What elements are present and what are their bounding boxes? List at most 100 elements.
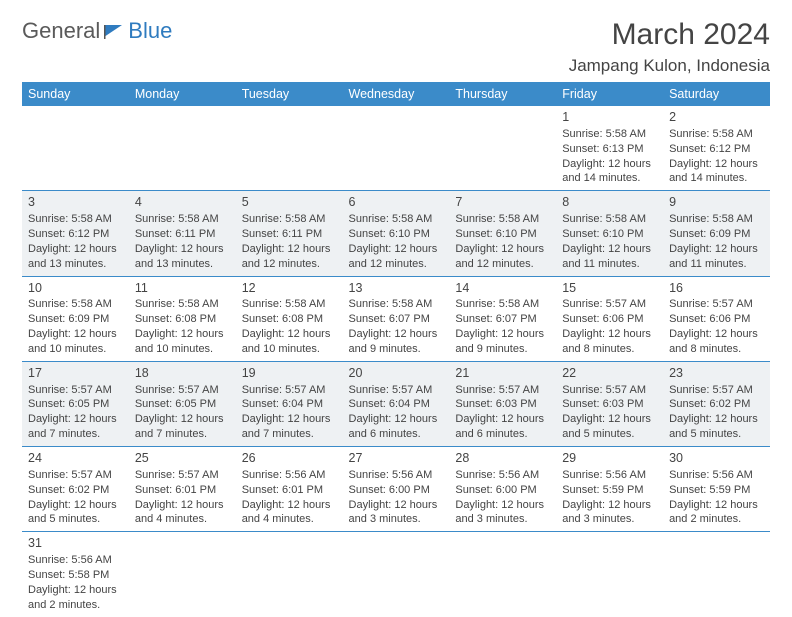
day-detail: Daylight: 12 hours [669,327,764,342]
day-number: 24 [28,450,123,467]
day-number: 12 [242,280,337,297]
day-detail: Sunset: 6:07 PM [349,312,444,327]
day-number: 19 [242,365,337,382]
day-detail: and 9 minutes. [455,342,550,357]
day-detail: Sunrise: 5:58 AM [455,297,550,312]
day-detail: and 2 minutes. [669,512,764,527]
day-detail: Daylight: 12 hours [242,412,337,427]
day-detail: Sunrise: 5:58 AM [242,297,337,312]
calendar-cell: 4Sunrise: 5:58 AMSunset: 6:11 PMDaylight… [129,191,236,276]
calendar-cell: 14Sunrise: 5:58 AMSunset: 6:07 PMDayligh… [449,276,556,361]
day-detail: Sunset: 6:06 PM [669,312,764,327]
calendar-cell [129,106,236,191]
day-number: 9 [669,194,764,211]
day-detail: Sunrise: 5:57 AM [135,468,230,483]
day-detail: Sunrise: 5:57 AM [669,383,764,398]
day-detail: Sunset: 5:58 PM [28,568,123,583]
day-number: 8 [562,194,657,211]
day-detail: Sunset: 6:05 PM [28,397,123,412]
day-detail: Daylight: 12 hours [455,412,550,427]
day-detail: Sunset: 6:11 PM [242,227,337,242]
day-detail: Sunset: 6:04 PM [242,397,337,412]
day-number: 21 [455,365,550,382]
day-detail: and 7 minutes. [242,427,337,442]
day-detail: and 3 minutes. [455,512,550,527]
day-detail: Daylight: 12 hours [562,242,657,257]
dayname: Thursday [449,82,556,106]
day-detail: Daylight: 12 hours [28,412,123,427]
calendar-cell: 20Sunrise: 5:57 AMSunset: 6:04 PMDayligh… [343,361,450,446]
day-detail: Daylight: 12 hours [135,327,230,342]
calendar-cell [556,532,663,617]
day-detail: Daylight: 12 hours [669,242,764,257]
day-detail: Sunset: 6:12 PM [669,142,764,157]
day-detail: and 8 minutes. [562,342,657,357]
day-detail: Sunrise: 5:57 AM [242,383,337,398]
day-detail: Daylight: 12 hours [242,242,337,257]
calendar-cell: 12Sunrise: 5:58 AMSunset: 6:08 PMDayligh… [236,276,343,361]
day-detail: Sunset: 6:02 PM [28,483,123,498]
logo-text-general: General [22,18,100,44]
day-detail: and 4 minutes. [242,512,337,527]
calendar-cell: 18Sunrise: 5:57 AMSunset: 6:05 PMDayligh… [129,361,236,446]
calendar-cell: 7Sunrise: 5:58 AMSunset: 6:10 PMDaylight… [449,191,556,276]
calendar-cell: 10Sunrise: 5:58 AMSunset: 6:09 PMDayligh… [22,276,129,361]
day-detail: Sunrise: 5:57 AM [562,383,657,398]
calendar-cell: 24Sunrise: 5:57 AMSunset: 6:02 PMDayligh… [22,447,129,532]
dayname: Monday [129,82,236,106]
day-detail: Daylight: 12 hours [135,412,230,427]
day-detail: Sunrise: 5:56 AM [562,468,657,483]
day-detail: and 11 minutes. [669,257,764,272]
day-detail: Sunset: 6:11 PM [135,227,230,242]
day-detail: and 5 minutes. [562,427,657,442]
day-detail: and 2 minutes. [28,598,123,613]
day-number: 7 [455,194,550,211]
day-detail: Sunset: 6:08 PM [135,312,230,327]
day-detail: and 9 minutes. [349,342,444,357]
day-detail: and 10 minutes. [242,342,337,357]
calendar-cell: 19Sunrise: 5:57 AMSunset: 6:04 PMDayligh… [236,361,343,446]
day-detail: Sunrise: 5:56 AM [349,468,444,483]
day-detail: Sunset: 6:10 PM [455,227,550,242]
calendar-cell: 16Sunrise: 5:57 AMSunset: 6:06 PMDayligh… [663,276,770,361]
calendar-cell: 17Sunrise: 5:57 AMSunset: 6:05 PMDayligh… [22,361,129,446]
calendar-cell: 23Sunrise: 5:57 AMSunset: 6:02 PMDayligh… [663,361,770,446]
title-block: March 2024 Jampang Kulon, Indonesia [569,18,770,76]
day-detail: Sunset: 6:04 PM [349,397,444,412]
calendar-cell: 11Sunrise: 5:58 AMSunset: 6:08 PMDayligh… [129,276,236,361]
day-detail: Daylight: 12 hours [455,327,550,342]
day-detail: Daylight: 12 hours [28,242,123,257]
day-detail: Sunrise: 5:56 AM [669,468,764,483]
day-number: 20 [349,365,444,382]
calendar-cell: 31Sunrise: 5:56 AMSunset: 5:58 PMDayligh… [22,532,129,617]
calendar-cell [663,532,770,617]
day-detail: and 8 minutes. [669,342,764,357]
day-detail: and 10 minutes. [28,342,123,357]
day-number: 15 [562,280,657,297]
day-detail: Daylight: 12 hours [28,583,123,598]
calendar-cell: 21Sunrise: 5:57 AMSunset: 6:03 PMDayligh… [449,361,556,446]
day-detail: Sunrise: 5:57 AM [669,297,764,312]
calendar-cell: 29Sunrise: 5:56 AMSunset: 5:59 PMDayligh… [556,447,663,532]
day-detail: Sunrise: 5:58 AM [349,212,444,227]
day-number: 16 [669,280,764,297]
day-detail: Sunrise: 5:58 AM [135,297,230,312]
day-detail: Sunrise: 5:57 AM [28,468,123,483]
day-detail: Sunrise: 5:56 AM [455,468,550,483]
day-number: 6 [349,194,444,211]
day-number: 18 [135,365,230,382]
day-number: 25 [135,450,230,467]
dayname: Friday [556,82,663,106]
day-detail: Sunset: 6:02 PM [669,397,764,412]
day-detail: and 11 minutes. [562,257,657,272]
calendar-cell: 2Sunrise: 5:58 AMSunset: 6:12 PMDaylight… [663,106,770,191]
day-detail: and 13 minutes. [28,257,123,272]
day-detail: Sunset: 6:03 PM [562,397,657,412]
calendar-table: Sunday Monday Tuesday Wednesday Thursday… [22,82,770,617]
calendar-cell [236,532,343,617]
calendar-cell: 26Sunrise: 5:56 AMSunset: 6:01 PMDayligh… [236,447,343,532]
calendar-cell: 13Sunrise: 5:58 AMSunset: 6:07 PMDayligh… [343,276,450,361]
day-detail: Daylight: 12 hours [455,242,550,257]
day-detail: and 14 minutes. [669,171,764,186]
day-detail: Daylight: 12 hours [349,242,444,257]
